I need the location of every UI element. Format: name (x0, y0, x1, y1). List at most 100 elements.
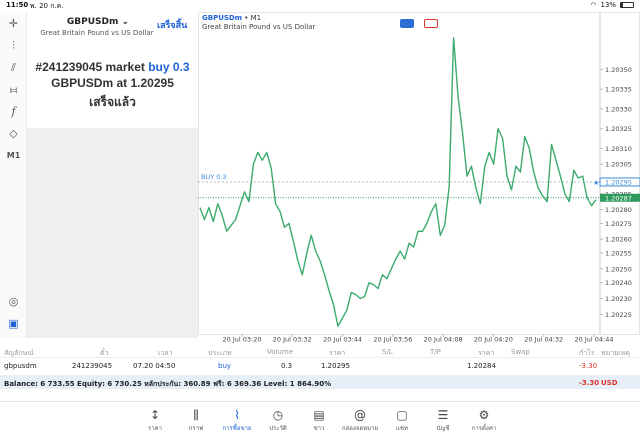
clock: 11:50 (6, 1, 29, 9)
x-tick-label: 20 Jul 03:56 (373, 336, 412, 344)
nav-trade[interactable]: ⌇ การซื้อขาย (217, 408, 257, 433)
buy-price-label: 1.20295 (605, 178, 632, 186)
order-result-line-2: GBPUSDm at 1.20295 (30, 76, 195, 90)
bar-chart-icon[interactable]: ⫶ (12, 39, 15, 52)
nav-settings[interactable]: ⚙ การตั้งค่า (464, 408, 504, 433)
row-time: 07.20 04:50 (133, 362, 176, 370)
trade-chart-icon: ⌇ (234, 408, 240, 422)
chart-title: GBPUSDm • M1 (202, 14, 261, 22)
x-tick-label: 20 Jul 04:44 (575, 336, 614, 344)
bid-price-tag (600, 193, 640, 202)
nav-history-label: ประวัติ (269, 425, 287, 432)
col-swap: Swap (511, 348, 530, 356)
y-tick-label: 1.20260 (605, 236, 632, 244)
trade-icon[interactable]: ▣ (8, 317, 19, 330)
order-symbol-at: GBPUSDm at (51, 76, 128, 90)
y-tick-label: 1.20350 (605, 66, 632, 74)
nav-quotes[interactable]: ↕ ราคา (135, 408, 175, 433)
order-symbol-label: GBPUSDm (66, 17, 119, 27)
trade-panel-icon[interactable] (424, 19, 438, 28)
function-icon[interactable]: f (11, 105, 16, 118)
nav-settings-label: การตั้งค่า (471, 425, 497, 432)
panel-empty-area (27, 128, 198, 338)
done-button[interactable]: เสร็จสิ้น (157, 21, 188, 31)
col-tp: T/P (430, 348, 441, 356)
y-tick-label: 1.20230 (605, 295, 632, 303)
order-symbol[interactable]: GBPUSDm ⌄ (58, 17, 138, 27)
order-price: 1.20295 (130, 76, 174, 90)
nav-accounts[interactable]: ☰ บัญชี (423, 408, 463, 433)
buy-order-label: BUY 0.3 (201, 173, 227, 181)
date: พ. 20 ก.ค. (30, 2, 64, 10)
quotes-icon: ↕ (149, 408, 161, 422)
buy-marker-icon: ★ (593, 179, 599, 187)
nav-chat[interactable]: ▢ แชท (382, 408, 422, 433)
y-tick-label: 1.20255 (605, 250, 632, 258)
x-tick-label: 20 Jul 03:44 (323, 336, 362, 344)
balance-summary: Balance: 6 733.55 Equity: 6 730.25 หลักป… (4, 380, 332, 388)
table-header: สัญลักษณ์ ตั๋ว เวลา ประเภท Volume ราคา S… (0, 344, 640, 358)
status-right: ◠ 13% (590, 1, 634, 9)
indicator-icon[interactable]: ⫽ (11, 61, 16, 74)
y-tick-label: 1.20305 (605, 161, 632, 169)
settings-sliders-icon[interactable]: ⧦ (10, 83, 17, 96)
positions-table: สัญลักษณ์ ตั๋ว เวลา ประเภท Volume ราคา S… (0, 344, 640, 401)
row-price: 1.20295 (321, 362, 350, 370)
one-click-trade-icon[interactable] (400, 19, 414, 28)
search-icon[interactable]: ◎ (8, 295, 19, 308)
mailbox-icon: @ (354, 408, 366, 422)
battery-percent: 13% (600, 1, 616, 9)
x-tick-label: 20 Jul 03:32 (273, 336, 312, 344)
x-tick-label: 20 Jul 04:20 (474, 336, 513, 344)
timeframe-button[interactable]: M1 (6, 151, 21, 160)
col-price: ราคา (329, 349, 346, 357)
crosshair-icon[interactable]: ✛ (8, 17, 19, 30)
chart-icon: ⫼ (193, 408, 199, 422)
y-tick-label: 1.20250 (605, 265, 632, 273)
order-symbol-description: Great Britain Pound vs US Dollar (40, 29, 154, 37)
nav-mailbox[interactable]: @ กล่องจดหมาย (340, 408, 380, 433)
row-ticket: 241239045 (72, 362, 113, 370)
col-comment: หมายเหตุ (601, 349, 630, 357)
nav-history[interactable]: ◷ ประวัติ (258, 408, 298, 433)
chart-canvas[interactable]: 1.20350 1.20335 1.20330 1.20325 1.20310 1.203… (198, 12, 640, 344)
col-time: เวลา (158, 349, 173, 357)
y-tick-label: 1.20280 (605, 206, 632, 214)
row-profit: -3.30 (579, 362, 598, 370)
shapes-icon[interactable]: ◇ (9, 127, 18, 140)
y-tick-label: 1.20310 (605, 145, 632, 153)
x-tick-label: 20 Jul 03:20 (223, 336, 262, 344)
order-result-panel (27, 12, 198, 128)
row-symbol: gbpusdm (4, 362, 37, 370)
col-symbol: สัญลักษณ์ (4, 349, 34, 357)
col-ticket: ตั๋ว (100, 349, 109, 357)
nav-chat-label: แชท (396, 425, 408, 432)
order-type: market (105, 60, 145, 74)
balance-total-profit: -3.30 (579, 379, 600, 387)
bottom-navigation: ↕ ราคา ⫼ กราฟ ⌇ การซื้อขาย ◷ ประวัติ ▤ ข… (0, 401, 640, 447)
col-sl: S/L (382, 348, 393, 356)
x-tick-label: 20 Jul 04:32 (524, 336, 563, 344)
col-profit: กำไร (579, 349, 595, 357)
x-tick-label: 20 Jul 04:08 (424, 336, 463, 344)
order-number: #241239045 (35, 60, 103, 74)
status-bar: 11:50 พ. 20 ก.ค. ◠ 13% (0, 0, 640, 12)
nav-chart[interactable]: ⫼ กราฟ (176, 408, 216, 433)
y-tick-label: 1.20275 (605, 220, 632, 228)
order-result-line-1: #241239045 market buy 0.3 (30, 60, 195, 74)
y-tick-label: 1.20325 (605, 125, 632, 133)
y-tick-label: 1.20335 (605, 86, 632, 94)
y-tick-label: 1.20330 (605, 105, 632, 113)
buy-price-tag (599, 177, 640, 187)
col-volume: Volume (267, 348, 294, 356)
price-chart[interactable]: 1.20350 1.20335 1.20330 1.20325 1.20310 1.203… (198, 12, 640, 344)
table-row[interactable]: gbpusdm 241239045 07.20 04:50 buy 0.3 1.… (0, 358, 640, 375)
nav-mailbox-label: กล่องจดหมาย (341, 425, 379, 432)
nav-accounts-label: บัญชี (436, 425, 450, 432)
nav-news[interactable]: ▤ ข่าว (299, 408, 339, 433)
balance-row: Balance: 6 733.55 Equity: 6 730.25 หลักป… (0, 375, 640, 389)
col-type: ประเภท (208, 349, 232, 357)
nav-quotes-label: ราคา (148, 425, 162, 432)
wifi-icon: ◠ (590, 1, 597, 9)
